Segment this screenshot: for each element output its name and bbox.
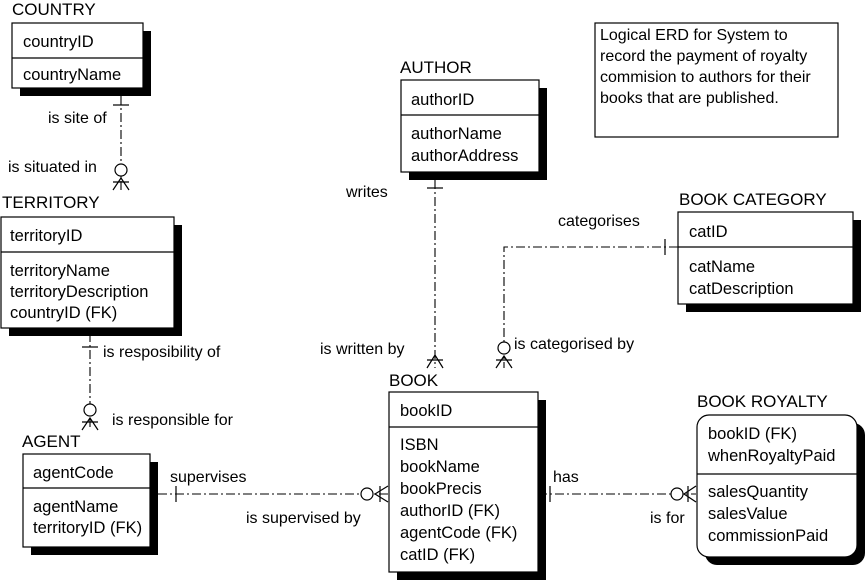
label-supervises: supervises (170, 469, 246, 486)
note-line-4: books that are published. (600, 90, 779, 107)
key-attribute: countryID (23, 33, 94, 51)
attribute: commissionPaid (708, 527, 828, 545)
label-is-resposibility-of: is resposibility of (103, 344, 221, 361)
entity-title: COUNTRY (12, 0, 96, 19)
crows-foot (81, 416, 99, 431)
label-is-categorised-by: is categorised by (514, 336, 634, 353)
attribute: countryName (23, 66, 121, 84)
label-is-site-of: is site of (48, 110, 107, 127)
rel-category-book: categorises is categorised by (495, 213, 678, 369)
rel-author-book: writes is written by (320, 180, 444, 369)
attribute: bookName (400, 458, 480, 476)
entity-author: AUTHOR authorID authorName authorAddress (400, 58, 547, 180)
description-note: Logical ERD for System to record the pay… (594, 22, 839, 138)
note-line-2: record the payment of royalty (600, 48, 807, 65)
attribute: territoryID (FK) (33, 519, 142, 537)
entity-title: AUTHOR (400, 58, 472, 77)
label-categorises: categorises (558, 213, 640, 230)
optional-circle (670, 487, 684, 501)
entity-title: BOOK ROYALTY (697, 392, 828, 411)
rel-book-royalty: has is for (538, 469, 697, 527)
crows-foot (495, 354, 513, 369)
attribute: authorID (FK) (400, 502, 500, 520)
optional-circle (83, 403, 97, 417)
optional-circle (360, 487, 374, 501)
attribute: territoryDescription (10, 283, 148, 301)
attribute: authorAddress (411, 147, 518, 165)
label-is-written-by: is written by (320, 341, 404, 358)
entity-agent: AGENT agentCode agentName territoryID (F… (22, 432, 158, 555)
key-attribute: whenRoyaltyPaid (707, 447, 836, 465)
key-attribute: agentCode (33, 464, 114, 482)
crows-foot (682, 485, 697, 503)
optional-circle (114, 163, 128, 177)
key-attribute: catID (689, 223, 728, 241)
rel-country-territory: is site of is situated in (8, 96, 130, 191)
attribute: territoryName (10, 262, 110, 280)
rel-territory-agent: is resposibility of is responsible for (81, 333, 234, 431)
crows-foot (373, 485, 389, 503)
optional-circle (497, 341, 511, 355)
entity-territory: TERRITORY territoryID territoryName terr… (0, 193, 182, 336)
rel-agent-book: supervises is supervised by (158, 469, 389, 527)
label-is-supervised-by: is supervised by (246, 510, 361, 527)
crows-foot (112, 176, 130, 191)
entity-book: BOOK bookID ISBN bookName bookPrecis aut… (388, 371, 546, 580)
entity-country: COUNTRY countryID countryName (11, 0, 151, 96)
note-line-1: Logical ERD for System to (600, 27, 788, 44)
entity-title: BOOK (389, 371, 439, 390)
attribute: agentName (33, 498, 118, 516)
entity-title: AGENT (22, 432, 81, 451)
crows-foot (426, 353, 444, 369)
attribute: catID (FK) (400, 546, 475, 564)
key-attribute: authorID (411, 91, 474, 109)
entity-book-royalty: BOOK ROYALTY bookID (FK) whenRoyaltyPaid… (696, 392, 865, 565)
attribute: countryID (FK) (10, 304, 117, 322)
attribute: bookPrecis (400, 480, 482, 498)
entity-title: BOOK CATEGORY (679, 190, 827, 209)
attribute: catName (689, 258, 755, 276)
label-has: has (553, 469, 579, 486)
attribute: ISBN (400, 436, 439, 454)
label-is-responsible-for: is responsible for (112, 412, 234, 429)
attribute: agentCode (FK) (400, 524, 517, 542)
attribute: catDescription (689, 280, 794, 298)
attribute: authorName (411, 125, 502, 143)
key-attribute: bookID (400, 402, 452, 420)
entity-title: TERRITORY (2, 193, 100, 212)
note-line-3: commision to authors for their (600, 69, 811, 86)
key-attribute: bookID (FK) (708, 425, 797, 443)
key-attribute: territoryID (10, 227, 83, 245)
entity-book-category: BOOK CATEGORY catID catName catDescripti… (677, 190, 861, 312)
attribute: salesValue (708, 505, 788, 523)
label-writes: writes (345, 184, 388, 201)
label-is-for: is for (650, 510, 685, 527)
label-is-situated-in: is situated in (8, 159, 97, 176)
attribute: salesQuantity (708, 483, 809, 501)
